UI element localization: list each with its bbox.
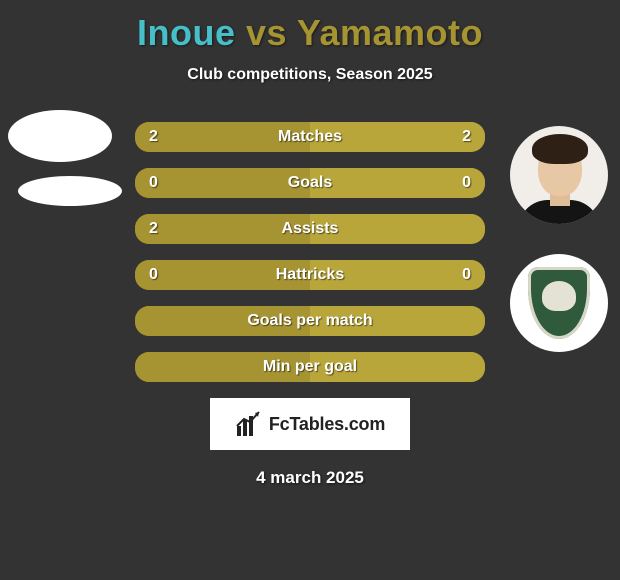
stat-row: Hattricks00 xyxy=(135,260,485,290)
stat-fill-left xyxy=(135,352,310,382)
vs-label: vs xyxy=(246,12,287,53)
comparison-card: { "header": { "player1_name": "Inoue", "… xyxy=(0,0,620,580)
player2-hair-shape xyxy=(532,134,588,164)
stat-fill-right xyxy=(310,122,485,152)
stat-fill-right xyxy=(310,260,485,290)
date-text: 4 march 2025 xyxy=(0,468,620,488)
stat-fill-left xyxy=(135,168,310,198)
stat-row: Goals00 xyxy=(135,168,485,198)
player2-name: Yamamoto xyxy=(297,12,483,53)
stat-row: Assists2 xyxy=(135,214,485,244)
player1-photo xyxy=(8,110,112,162)
stat-fill-right xyxy=(310,214,485,244)
stat-fill-left xyxy=(135,214,310,244)
stat-fill-right xyxy=(310,306,485,336)
branding-text: FcTables.com xyxy=(269,414,385,435)
player2-club-crest xyxy=(510,254,608,352)
branding-badge: FcTables.com xyxy=(210,398,410,450)
stat-row: Min per goal xyxy=(135,352,485,382)
fctables-logo-icon xyxy=(235,410,263,438)
club-crest-shield xyxy=(528,267,590,339)
stat-fill-left xyxy=(135,122,310,152)
comparison-title: Inoue vs Yamamoto xyxy=(0,0,620,54)
stat-fill-right xyxy=(310,352,485,382)
stat-bars: Matches22 Goals00 Assists2 Hattricks00 Goals… xyxy=(135,122,485,382)
stat-row: Goals per match xyxy=(135,306,485,336)
player1-club-crest xyxy=(18,176,122,206)
stat-fill-right xyxy=(310,168,485,198)
player2-photo xyxy=(510,126,608,224)
stat-fill-left xyxy=(135,306,310,336)
player1-name: Inoue xyxy=(137,12,236,53)
stat-fill-left xyxy=(135,260,310,290)
subtitle: Club competitions, Season 2025 xyxy=(0,66,620,84)
stat-row: Matches22 xyxy=(135,122,485,152)
club-crest-emblem xyxy=(542,281,576,311)
